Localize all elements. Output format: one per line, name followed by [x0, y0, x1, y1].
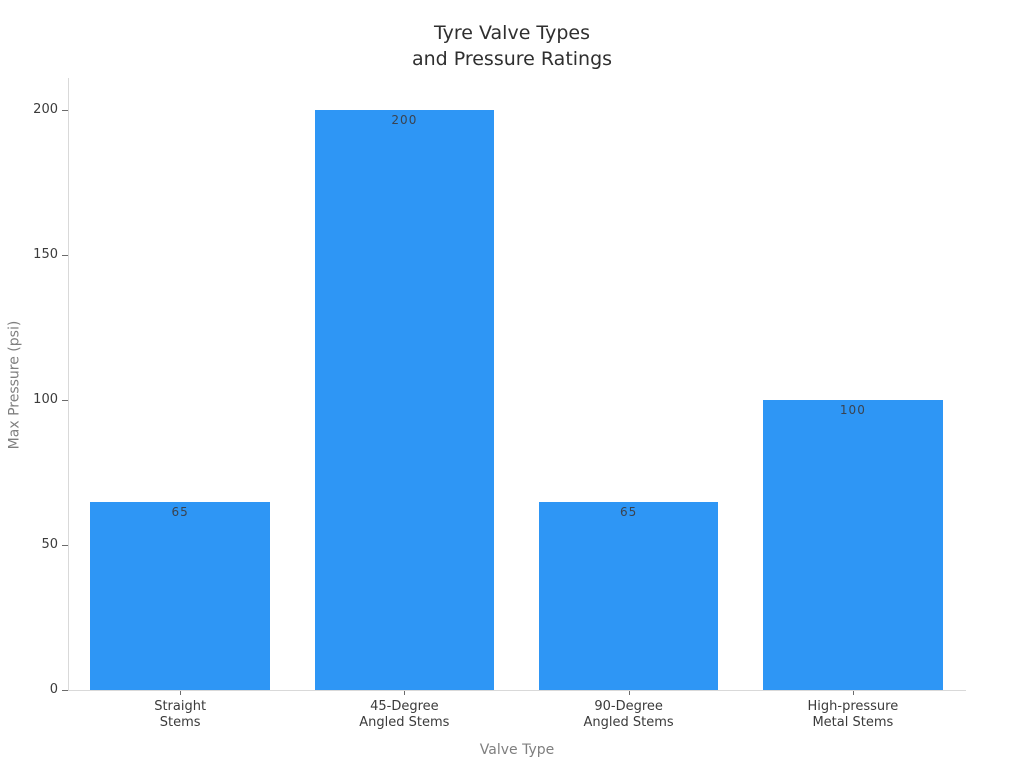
chart-title: Tyre Valve Types and Pressure Ratings: [0, 20, 1024, 72]
x-tick-label: 45-Degree Angled Stems: [314, 699, 494, 731]
chart-title-line-1: Tyre Valve Types: [434, 22, 590, 44]
y-tick-label: 0: [49, 682, 58, 697]
x-tick-label: High-pressure Metal Stems: [763, 699, 943, 731]
y-axis-title: Max Pressure (psi): [6, 320, 22, 449]
y-axis-title-box: Max Pressure (psi): [0, 78, 28, 691]
x-tick-mark: [180, 691, 182, 695]
bar-value-label: 65: [619, 504, 638, 519]
x-tick-mark: [852, 691, 854, 695]
bar: [763, 400, 943, 690]
bar: [90, 501, 270, 690]
y-tick-label: 150: [33, 247, 58, 262]
x-tick-mark: [628, 691, 630, 695]
y-tick-mark: [62, 545, 68, 546]
x-tick-label-line: 45-Degree: [370, 699, 439, 714]
bar-value-label: 65: [171, 504, 189, 519]
y-tick-mark: [62, 400, 68, 401]
y-tick-mark: [62, 110, 68, 111]
x-tick-label: 90-Degree Angled Stems: [539, 699, 719, 731]
x-tick-label-line: Stems: [159, 715, 201, 730]
bar-value-label: 200: [391, 113, 418, 127]
chart-title-line-2: and Pressure Ratings: [411, 48, 613, 70]
x-tick-label-line: Straight: [154, 699, 207, 714]
y-tick-label: 200: [33, 102, 58, 117]
bar: [538, 501, 719, 690]
x-tick-label: Straight Stems: [90, 699, 270, 731]
x-axis-title: Valve Type: [479, 742, 555, 758]
y-axis-spine: [68, 78, 69, 691]
y-tick-label: 50: [41, 537, 58, 552]
x-tick-label-line: 90-Degree: [594, 699, 663, 714]
x-tick-label-line: Angled Stems: [359, 715, 450, 730]
bar-value-label: 100: [839, 403, 866, 417]
x-tick-label-line: Metal Stems: [812, 715, 894, 730]
y-tick-mark: [62, 690, 68, 691]
y-tick-mark: [62, 255, 68, 256]
x-axis-spine: [68, 690, 966, 691]
x-tick-label-line: High-pressure: [807, 699, 899, 714]
bar: [314, 110, 495, 690]
y-tick-label: 100: [33, 392, 58, 407]
x-tick-label-line: Angled Stems: [583, 715, 674, 730]
x-tick-mark: [404, 691, 406, 695]
